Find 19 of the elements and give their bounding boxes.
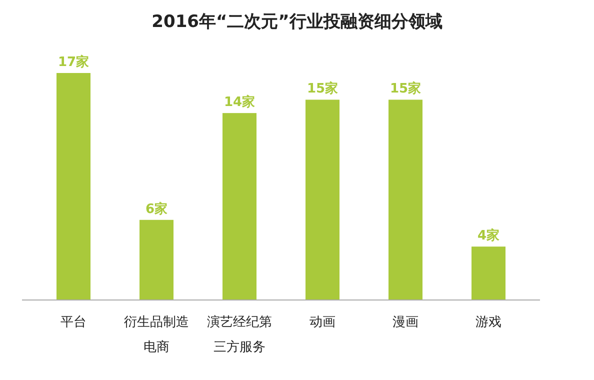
- x-tick-label: 平台: [60, 315, 86, 330]
- data-label: 14家: [224, 94, 256, 110]
- bar: [388, 100, 422, 300]
- bar: [222, 113, 256, 300]
- data-label: 4家: [477, 228, 500, 244]
- bar: [140, 220, 174, 300]
- x-tick-label: 演艺经纪第三方服务: [207, 315, 272, 355]
- x-tick-label: 动画: [310, 315, 336, 330]
- chart-title: 2016年“二次元”行业投融资细分领域: [152, 12, 442, 32]
- data-label: 15家: [390, 80, 422, 97]
- bar: [472, 246, 506, 300]
- data-label: 17家: [58, 54, 90, 70]
- bar: [56, 73, 90, 300]
- x-tick-label: 衍生品制造电商: [124, 315, 189, 355]
- bar: [306, 100, 340, 300]
- x-tick-label: 漫画: [392, 315, 418, 330]
- data-label: 15家: [306, 80, 338, 97]
- x-tick-label: 游戏: [476, 315, 502, 330]
- data-label: 6家: [145, 200, 168, 217]
